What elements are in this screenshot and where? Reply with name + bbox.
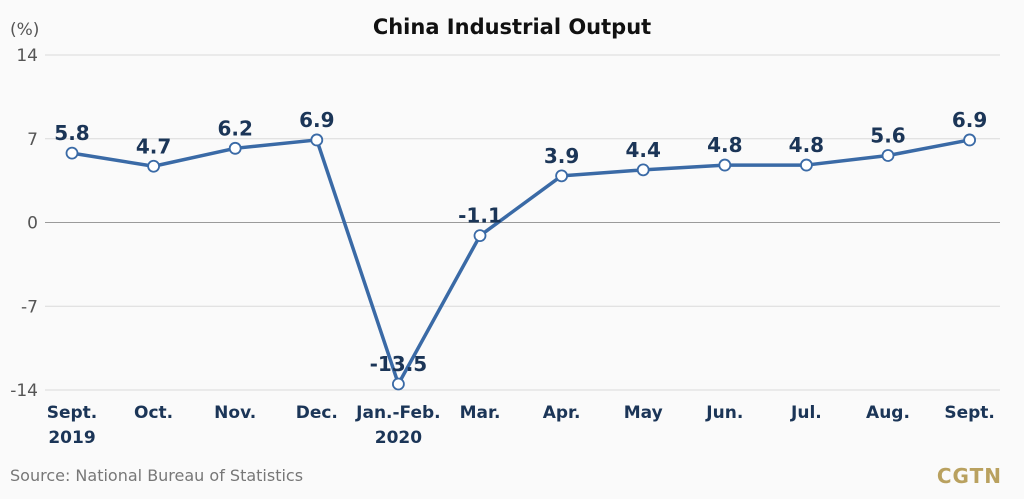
data-label: -13.5 (370, 352, 428, 376)
x-tick-label: Apr. (543, 403, 581, 423)
data-point (636, 163, 650, 177)
y-unit-label: (%) (10, 20, 40, 40)
data-label: 6.9 (299, 108, 334, 132)
data-label: 4.4 (625, 138, 660, 162)
data-point (391, 377, 405, 391)
data-label: 6.2 (217, 116, 252, 140)
x-tick-label: Mar. (460, 403, 501, 423)
x-tick-label: Oct. (134, 403, 173, 423)
x-tick-label: 2020 (375, 428, 422, 448)
data-label: 6.9 (952, 108, 987, 132)
data-label: 5.8 (54, 121, 89, 145)
data-label: 4.8 (789, 133, 824, 157)
data-point (310, 133, 324, 147)
data-point (65, 146, 79, 160)
chart-title: China Industrial Output (372, 15, 652, 39)
data-point (147, 159, 161, 173)
y-tick-label: 14 (16, 46, 38, 66)
x-tick-label: Nov. (214, 403, 256, 423)
x-tick-label: 2019 (48, 428, 95, 448)
y-tick-label: 0 (27, 214, 38, 234)
data-label: 4.7 (136, 134, 171, 158)
x-tick-label: Aug. (866, 403, 910, 423)
y-tick-label: 7 (27, 130, 38, 150)
x-tick-label: Jul. (790, 403, 822, 423)
x-tick-label: May (624, 403, 663, 423)
data-point (555, 169, 568, 183)
source-note: Source: National Bureau of Statistics (10, 466, 304, 485)
y-tick-label: -14 (10, 381, 38, 401)
x-tick-label: Sept. (47, 403, 98, 423)
data-point (473, 229, 487, 243)
data-point (800, 158, 813, 172)
x-tick-label: Jun. (705, 403, 743, 423)
data-point (963, 133, 976, 147)
data-label: 4.8 (707, 133, 742, 157)
data-label: 5.6 (870, 124, 905, 148)
brand-logo: CGTN (936, 464, 1002, 488)
series-line (71, 138, 970, 386)
data-point (228, 141, 242, 155)
data-label: -1.1 (458, 204, 502, 228)
data-point (881, 149, 895, 162)
data-label: 3.9 (544, 144, 579, 168)
x-tick-label: Sept. (944, 403, 995, 423)
y-tick-label: -7 (21, 297, 38, 317)
x-tick-label: Dec. (296, 403, 338, 423)
x-tick-label: Jan.-Feb. (355, 403, 441, 423)
data-point (718, 158, 732, 172)
